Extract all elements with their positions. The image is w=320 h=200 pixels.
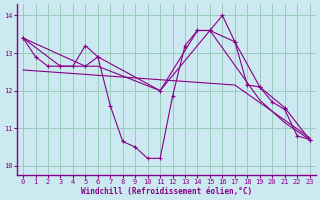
X-axis label: Windchill (Refroidissement éolien,°C): Windchill (Refroidissement éolien,°C) bbox=[81, 187, 252, 196]
